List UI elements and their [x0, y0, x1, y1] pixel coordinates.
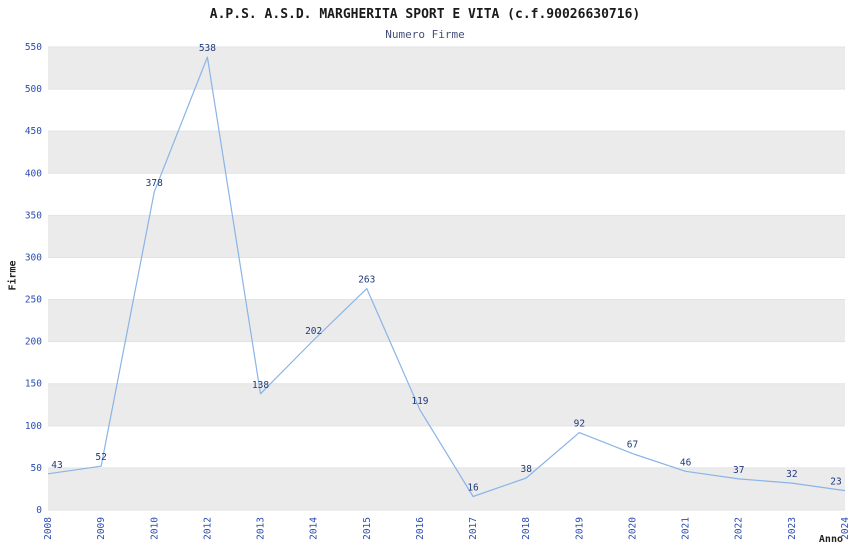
x-tick-label: 2024 [840, 517, 850, 540]
plot-band [48, 299, 845, 342]
chart-title: A.P.S. A.S.D. MARGHERITA SPORT E VITA (c… [209, 7, 641, 22]
y-tick-label: 550 [25, 42, 42, 53]
plot-band [48, 131, 845, 174]
data-label: 43 [51, 460, 62, 471]
x-tick-label: 2017 [468, 517, 479, 540]
data-label: 378 [146, 178, 163, 189]
data-label: 38 [520, 464, 532, 475]
y-tick-label: 500 [25, 84, 42, 95]
x-tick-label: 2015 [362, 517, 373, 540]
data-label: 138 [252, 380, 269, 391]
x-tick-label: 2023 [787, 517, 798, 540]
y-tick-label: 100 [25, 421, 42, 432]
x-tick-label: 2013 [256, 517, 267, 540]
x-axis-title: Anno [818, 534, 843, 545]
data-label: 119 [411, 396, 428, 407]
data-label: 16 [467, 483, 479, 494]
y-tick-label: 450 [25, 126, 42, 137]
chart-subtitle: Numero Firme [385, 28, 465, 41]
x-tick-label: 2022 [734, 517, 745, 540]
line-series [47, 56, 846, 498]
plot-band [48, 89, 845, 132]
x-tick-label: 2020 [627, 517, 638, 540]
x-tick-label: 2016 [415, 517, 426, 540]
data-label: 538 [199, 43, 216, 54]
x-tick-label: 2009 [96, 517, 107, 540]
x-tick-label: 2019 [574, 517, 585, 540]
x-tick-label: 2018 [521, 517, 532, 540]
data-label: 202 [305, 326, 322, 337]
plot-band [48, 215, 845, 258]
plot-band [48, 257, 845, 300]
x-tick-label: 2014 [309, 517, 320, 540]
y-tick-label: 50 [31, 463, 43, 474]
y-tick-label: 250 [25, 295, 42, 306]
y-tick-label: 0 [36, 505, 42, 516]
plot-band [48, 341, 845, 384]
x-tick-label: 2021 [681, 517, 692, 540]
plot-band [48, 467, 845, 510]
plot-band [48, 173, 845, 216]
y-tick-label: 150 [25, 379, 42, 390]
data-label: 263 [358, 275, 375, 286]
y-tick-label: 300 [25, 252, 42, 263]
plot-band [48, 47, 845, 90]
x-tick-label: 2010 [149, 517, 160, 540]
plot-band [48, 383, 845, 426]
y-tick-label: 400 [25, 168, 42, 179]
y-tick-label: 350 [25, 210, 42, 221]
x-tick-label: 2008 [43, 517, 54, 540]
y-tick-label: 200 [25, 337, 42, 348]
x-tick-label: 2012 [202, 517, 213, 540]
plot-band [48, 425, 845, 468]
data-label: 23 [830, 477, 841, 488]
data-label: 67 [627, 440, 638, 451]
data-label: 37 [733, 465, 744, 476]
data-label: 52 [95, 452, 106, 463]
data-label: 46 [680, 457, 692, 468]
data-label: 92 [574, 419, 585, 430]
data-label: 32 [786, 469, 797, 480]
